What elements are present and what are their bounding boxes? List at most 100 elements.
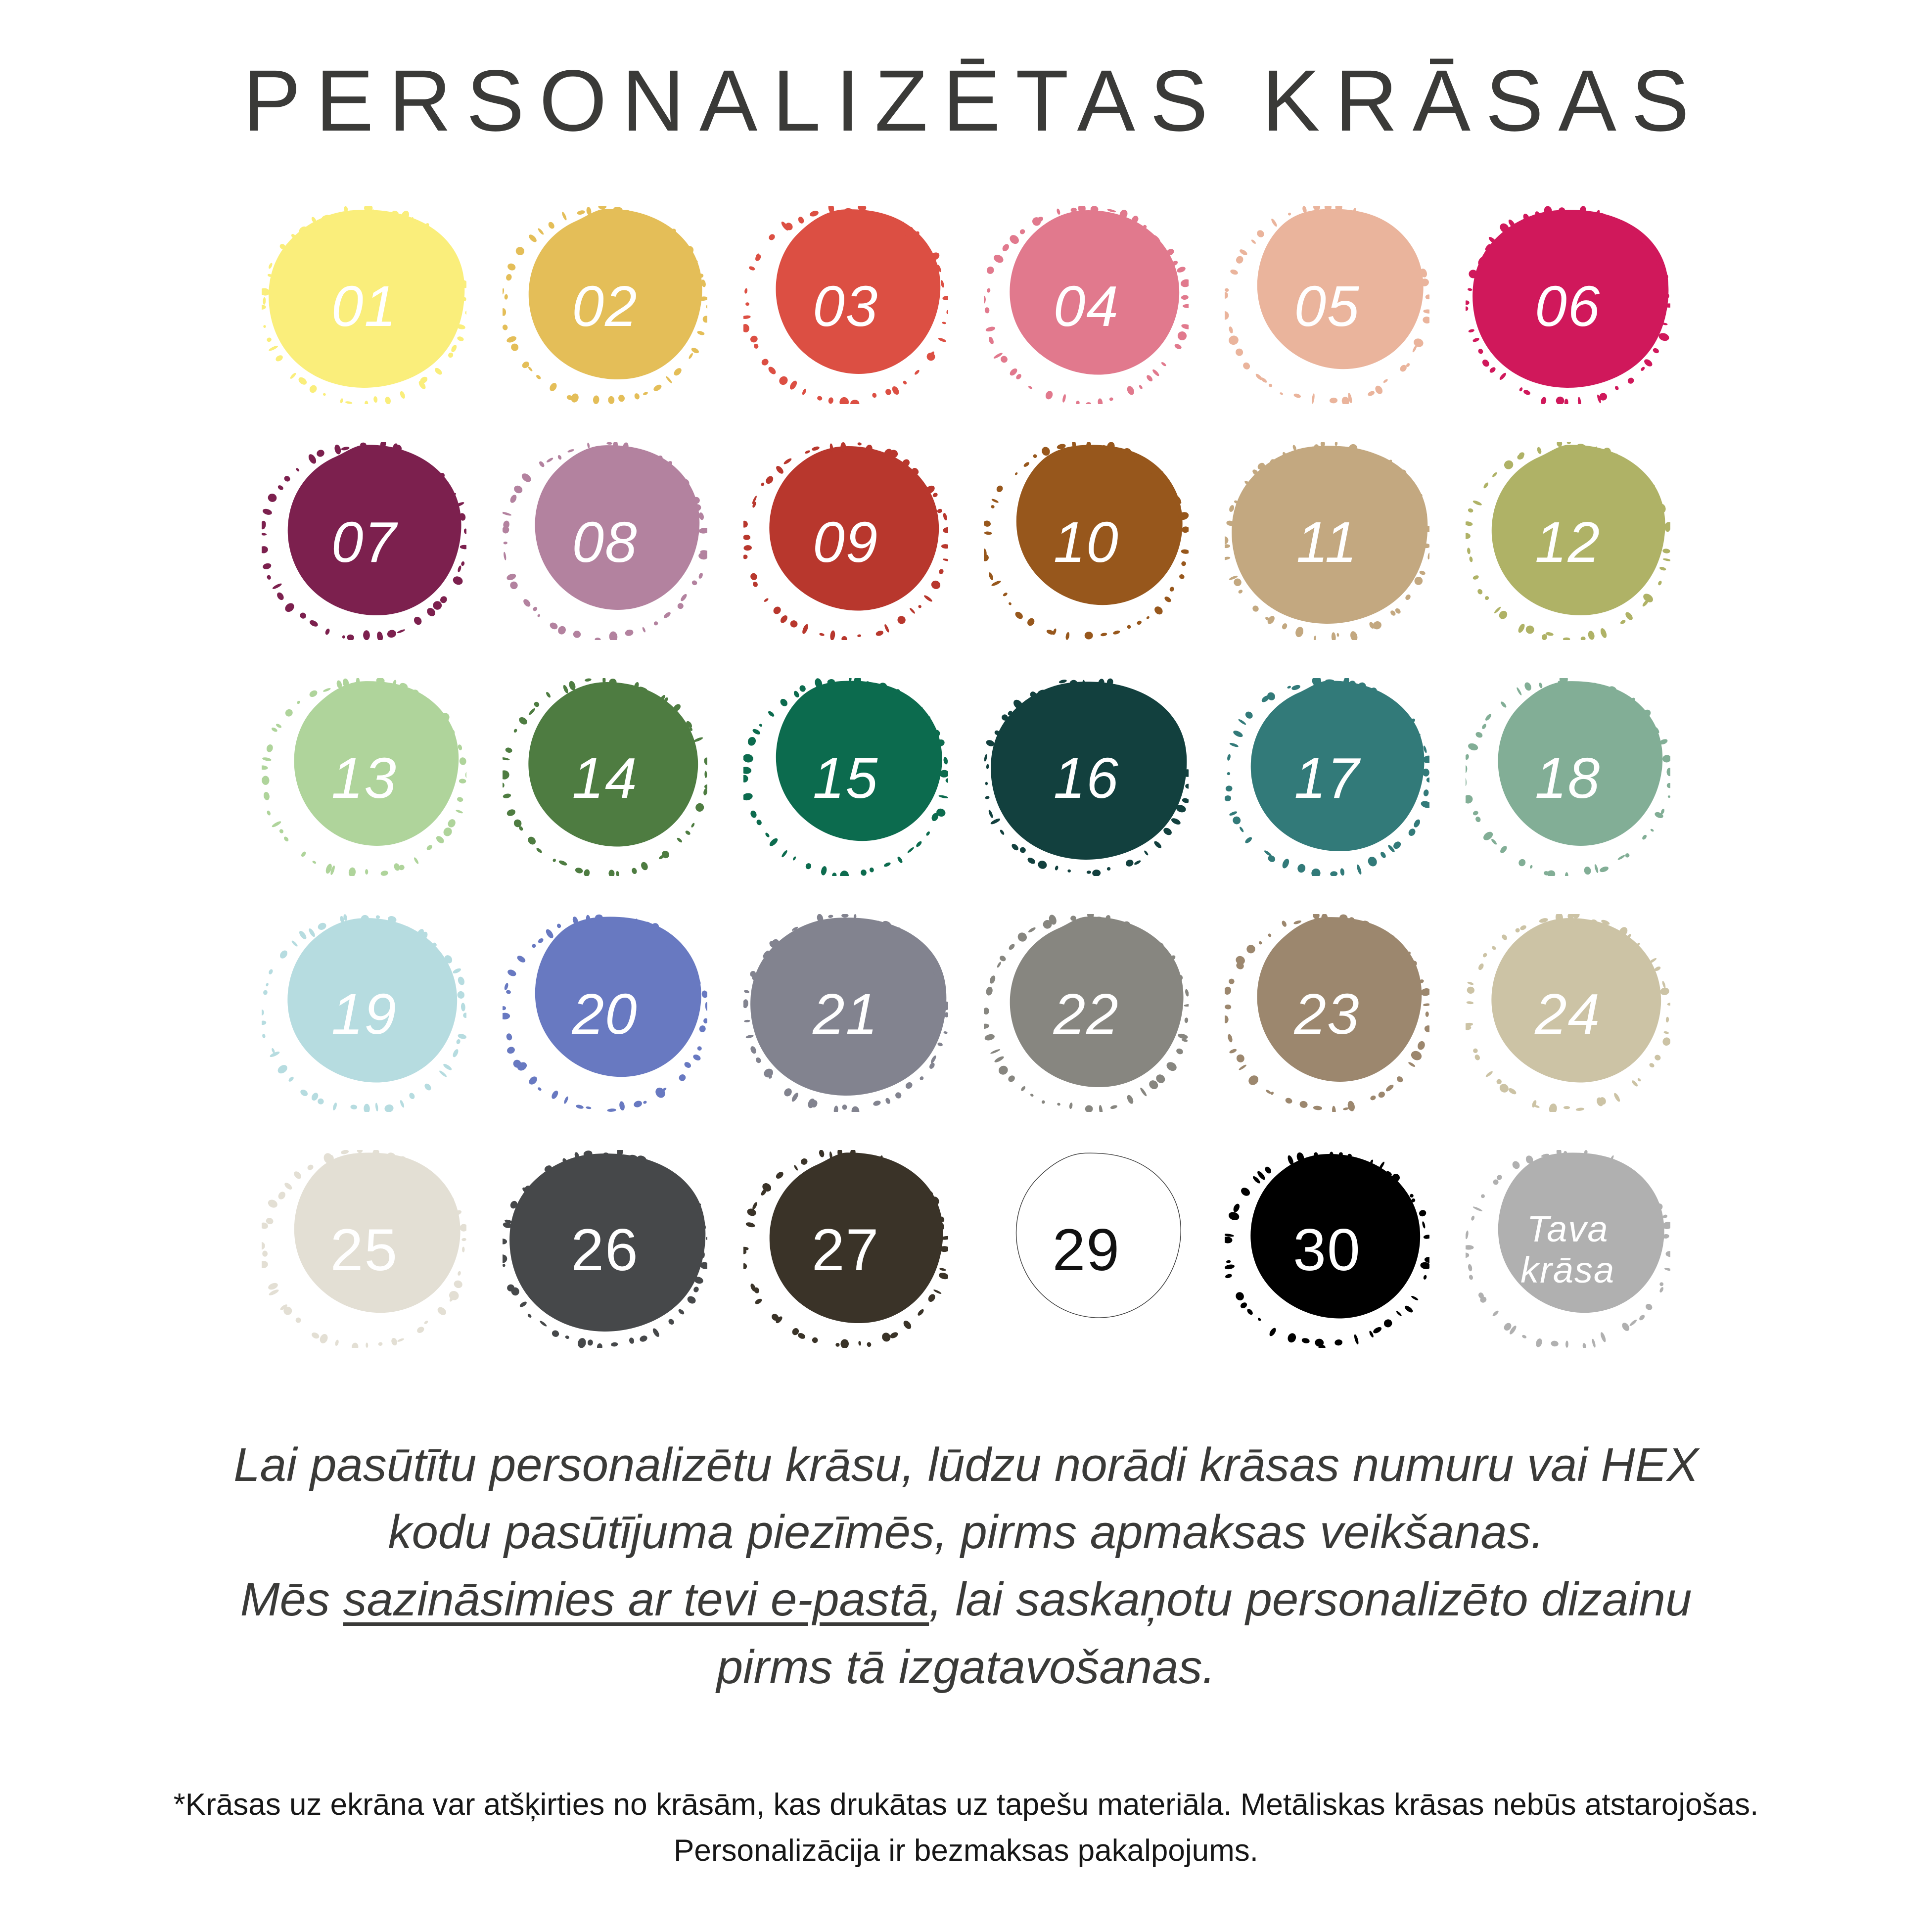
swatch-blob-shape bbox=[743, 206, 948, 404]
color-swatch-08[interactable]: 08 bbox=[502, 442, 707, 640]
instruction-line-4: pirms tā izgatavošanas. bbox=[716, 1640, 1216, 1694]
footnote-line-2: Personalizācija ir bezmaksas pakalpojums… bbox=[674, 1834, 1258, 1868]
color-swatch-13[interactable]: 13 bbox=[262, 678, 467, 876]
color-swatch-05[interactable]: 05 bbox=[1224, 206, 1429, 404]
swatch-blob-shape bbox=[502, 914, 707, 1112]
color-swatch-10[interactable]: 10 bbox=[984, 442, 1189, 640]
swatch-blob-shape bbox=[262, 206, 467, 404]
color-swatch-16[interactable]: 16 bbox=[984, 678, 1189, 876]
swatch-blob-shape bbox=[1224, 678, 1429, 876]
color-swatch-26[interactable]: 26 bbox=[502, 1150, 707, 1348]
swatch-label: 26 bbox=[571, 1216, 639, 1283]
instruction-line-3: Mēs sazināsimies ar tevi e-pastā, lai sa… bbox=[184, 1566, 1748, 1633]
color-swatch-04[interactable]: 04 bbox=[984, 206, 1189, 404]
swatch-blob-shape bbox=[743, 1150, 948, 1348]
swatch-blob-shape bbox=[1465, 914, 1670, 1112]
swatch-label: 19 bbox=[331, 981, 397, 1046]
swatch-label: 14 bbox=[572, 745, 638, 810]
swatch-blob-shape bbox=[1224, 206, 1429, 404]
color-swatch-11[interactable]: 11 bbox=[1224, 442, 1429, 640]
color-swatch-21[interactable]: 21 bbox=[743, 914, 948, 1112]
color-swatch-03[interactable]: 03 bbox=[743, 206, 948, 404]
swatch-blob-shape bbox=[262, 442, 467, 640]
color-swatch-tava-krāsa[interactable]: Tava krāsa bbox=[1465, 1150, 1670, 1348]
color-swatch-12[interactable]: 12 bbox=[1465, 442, 1670, 640]
swatch-blob-shape bbox=[743, 442, 948, 640]
color-swatch-06[interactable]: 06 bbox=[1465, 206, 1670, 404]
color-swatch-20[interactable]: 20 bbox=[502, 914, 707, 1112]
color-swatch-29[interactable]: 29 bbox=[984, 1150, 1189, 1348]
swatch-blob-shape bbox=[1224, 1151, 1429, 1348]
swatch-label: 13 bbox=[331, 745, 397, 810]
swatch-label: 27 bbox=[811, 1216, 880, 1283]
swatch-blob-shape bbox=[984, 206, 1189, 404]
color-swatch-18[interactable]: 18 bbox=[1465, 678, 1670, 876]
swatch-blob-shape bbox=[1224, 914, 1429, 1112]
swatch-blob-shape bbox=[262, 1150, 467, 1348]
swatch-label: 06 bbox=[1535, 274, 1601, 338]
swatch-blob-shape bbox=[984, 678, 1189, 876]
swatch-label: 10 bbox=[1053, 509, 1119, 574]
swatch-blob-shape bbox=[984, 442, 1189, 640]
color-swatch-15[interactable]: 15 bbox=[743, 678, 948, 876]
swatch-blob-shape bbox=[502, 442, 707, 640]
color-swatch-24[interactable]: 24 bbox=[1465, 914, 1670, 1112]
instruction-line-3-suffix: , lai saskaņotu personalizēto dizainu bbox=[929, 1573, 1692, 1626]
swatch-label: 05 bbox=[1294, 274, 1360, 338]
color-swatch-14[interactable]: 14 bbox=[502, 678, 707, 876]
instruction-line-3-prefix: Mēs bbox=[240, 1573, 343, 1626]
swatch-label: Tava krāsa bbox=[1520, 1208, 1615, 1290]
swatch-blob-shape bbox=[743, 914, 948, 1112]
swatch-blob-shape bbox=[262, 914, 467, 1112]
color-swatch-22[interactable]: 22 bbox=[984, 914, 1189, 1112]
swatch-label: 24 bbox=[1535, 981, 1601, 1046]
color-swatch-27[interactable]: 27 bbox=[743, 1150, 948, 1348]
swatch-label: 23 bbox=[1294, 981, 1360, 1046]
color-swatch-02[interactable]: 02 bbox=[502, 206, 707, 404]
swatch-blob-shape bbox=[502, 206, 707, 404]
swatch-label: 08 bbox=[572, 509, 638, 574]
swatch-blob-shape bbox=[743, 678, 948, 876]
instruction-line-1: Lai pasūtītu personalizētu krāsu, lūdzu … bbox=[233, 1438, 1699, 1491]
disclaimer-footnote: *Krāsas uz ekrāna var atšķirties no krās… bbox=[0, 1782, 1932, 1874]
swatch-label: 01 bbox=[331, 274, 397, 338]
swatch-label: 30 bbox=[1293, 1216, 1361, 1283]
order-instructions: Lai pasūtītu personalizētu krāsu, lūdzu … bbox=[184, 1431, 1748, 1701]
swatch-label: 02 bbox=[572, 274, 638, 338]
color-swatch-30[interactable]: 30 bbox=[1224, 1150, 1429, 1348]
color-swatch-grid: 01 02 03 04 05 06 07 08 09 10 11 12 13 14 15 16 17 18 19 20… bbox=[244, 206, 1688, 1386]
color-swatch-17[interactable]: 17 bbox=[1224, 678, 1429, 876]
page-title: PERSONALIZĒTAS KRĀSAS bbox=[242, 52, 1704, 149]
swatch-label: 29 bbox=[1052, 1216, 1121, 1283]
swatch-blob-shape bbox=[262, 678, 467, 876]
color-swatch-01[interactable]: 01 bbox=[262, 206, 467, 404]
color-swatch-25[interactable]: 25 bbox=[262, 1150, 467, 1348]
swatch-label: 17 bbox=[1294, 745, 1360, 810]
color-swatch-07[interactable]: 07 bbox=[262, 442, 467, 640]
swatch-label: 16 bbox=[1053, 745, 1119, 810]
swatch-label: 20 bbox=[572, 981, 638, 1046]
swatch-blob-shape bbox=[1465, 1150, 1670, 1348]
swatch-label: 09 bbox=[813, 509, 879, 574]
swatch-label: 22 bbox=[1053, 981, 1119, 1046]
swatch-blob-shape bbox=[1465, 206, 1670, 404]
swatch-blob-shape bbox=[984, 914, 1189, 1112]
color-swatch-19[interactable]: 19 bbox=[262, 914, 467, 1112]
swatch-label: 11 bbox=[1296, 509, 1358, 574]
swatch-label: 04 bbox=[1053, 274, 1119, 338]
swatch-blob-shape bbox=[1465, 678, 1670, 876]
swatch-blob-shape bbox=[1224, 442, 1429, 640]
swatch-label: 03 bbox=[813, 274, 879, 338]
color-swatch-23[interactable]: 23 bbox=[1224, 914, 1429, 1112]
swatch-label: 25 bbox=[330, 1216, 399, 1283]
email-contact-link[interactable]: sazināsimies ar tevi e-pastā bbox=[343, 1573, 929, 1626]
swatch-label: 21 bbox=[813, 981, 879, 1046]
instruction-line-2: kodu pasūtījuma piezīmēs, pirms apmaksas… bbox=[388, 1506, 1544, 1559]
swatch-blob-shape bbox=[1465, 442, 1670, 640]
swatch-label: 07 bbox=[331, 509, 397, 574]
color-swatch-09[interactable]: 09 bbox=[743, 442, 948, 640]
swatch-label: 12 bbox=[1535, 509, 1601, 574]
swatch-label: 15 bbox=[813, 745, 879, 810]
swatch-label: 18 bbox=[1535, 745, 1601, 810]
